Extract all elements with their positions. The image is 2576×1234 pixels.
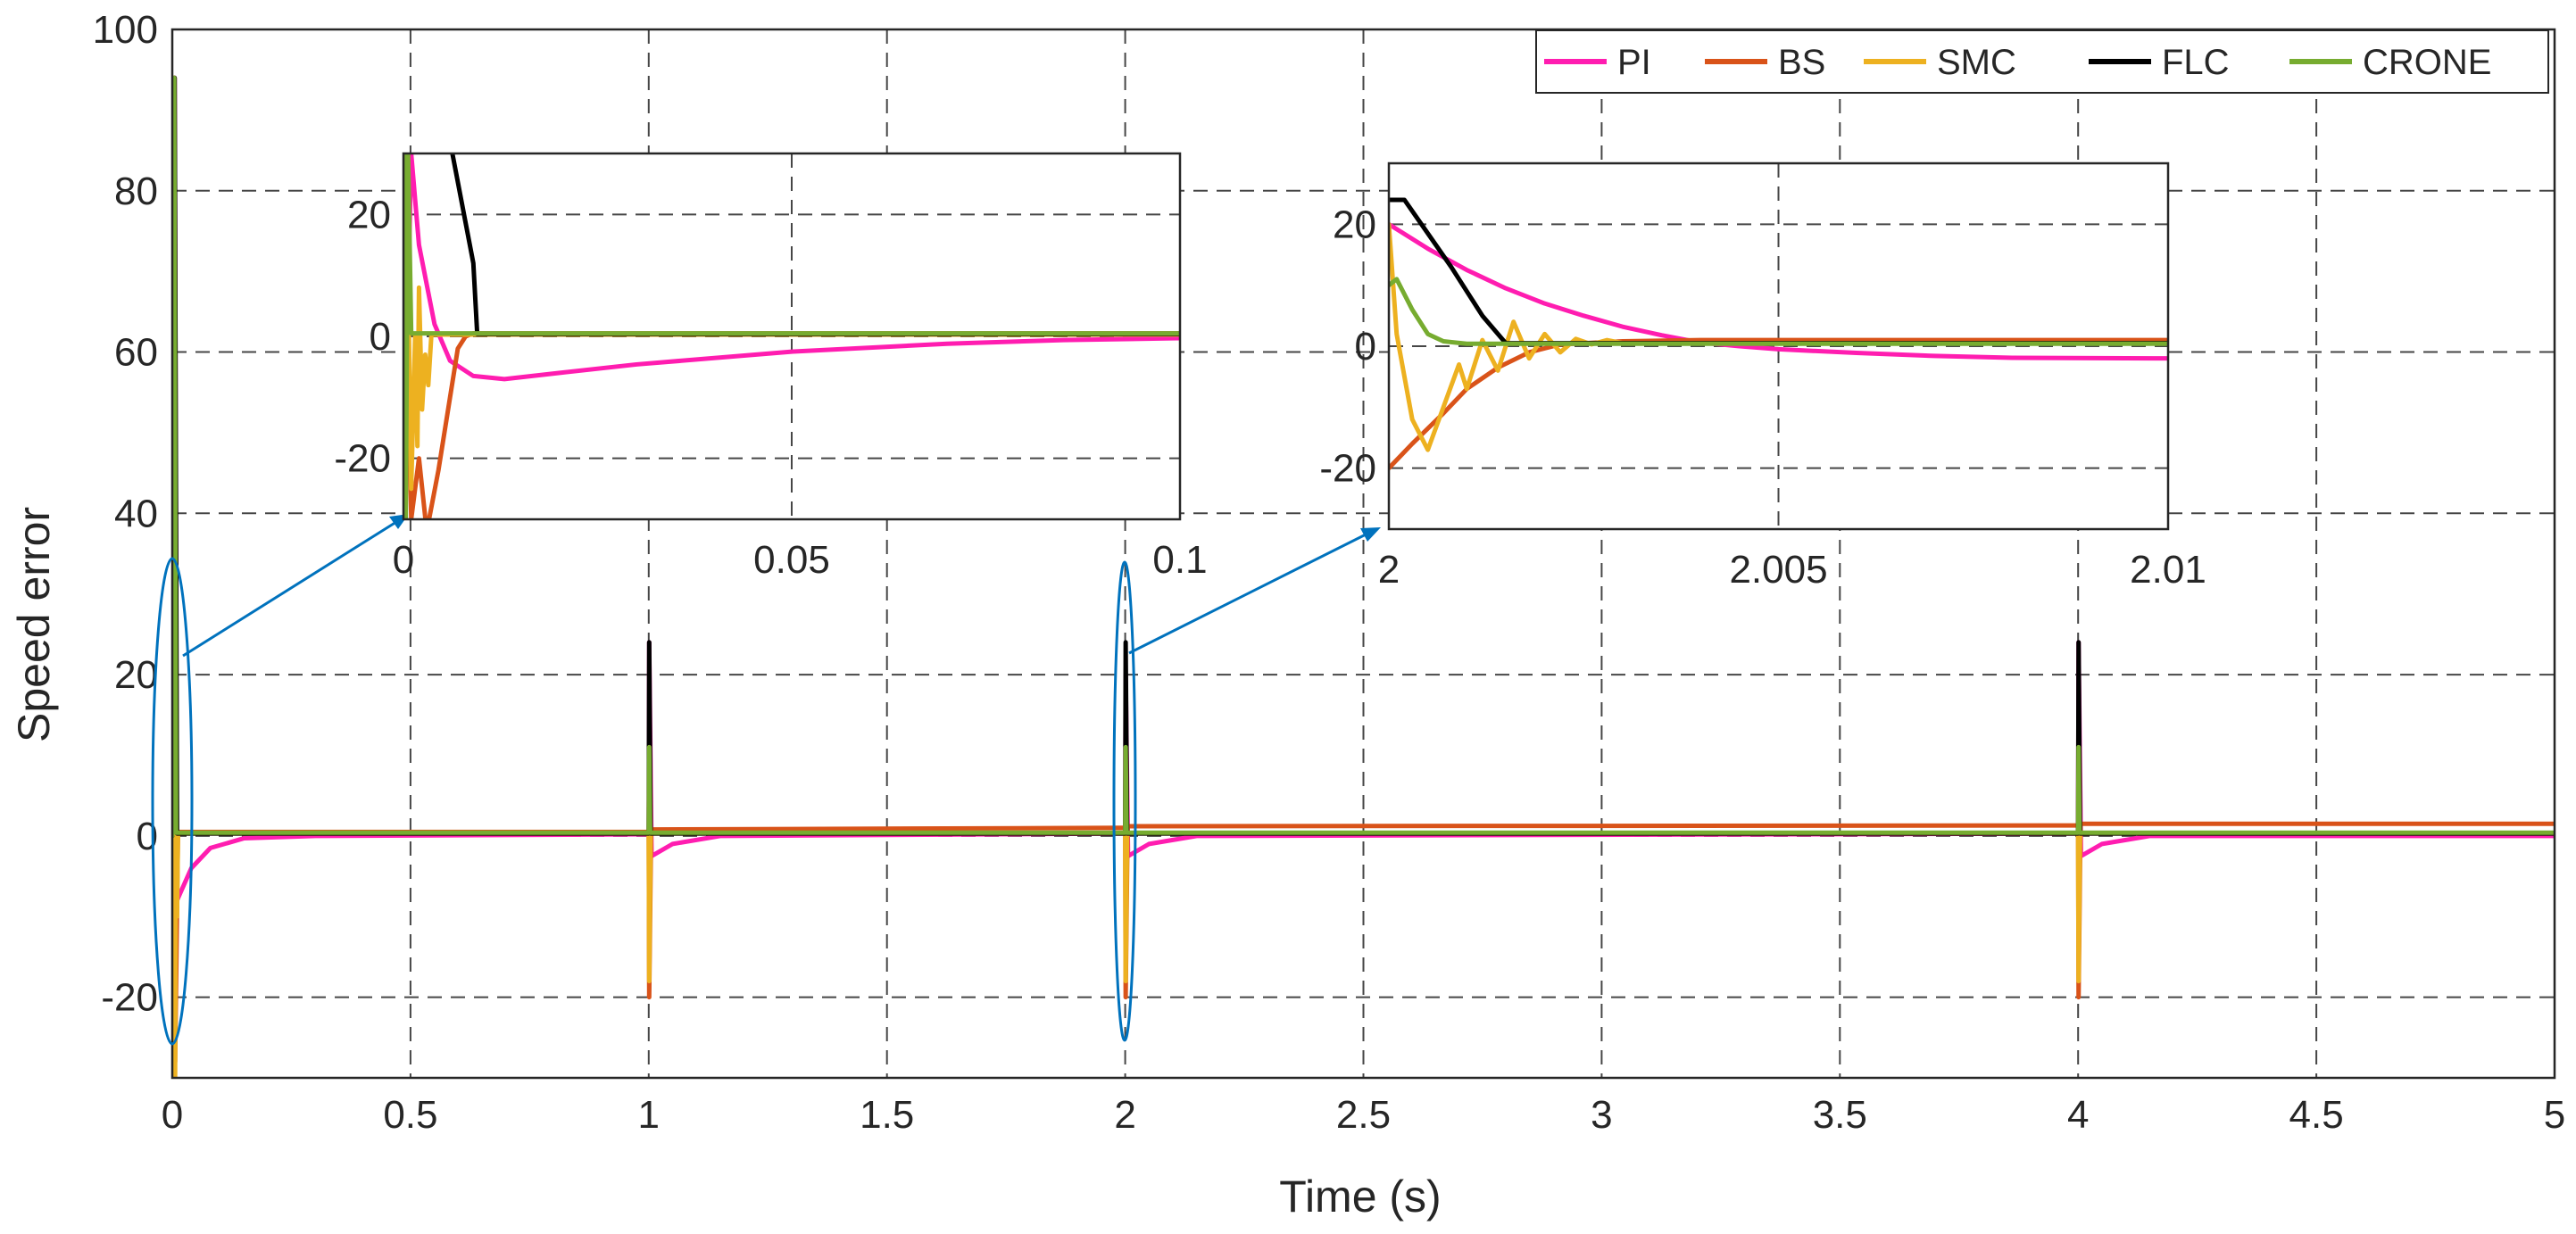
- main-series-smc: [172, 75, 2555, 1078]
- inset-start-frame: [402, 152, 1182, 521]
- inset-2s-y-tick-labels: -20 0 20: [1319, 203, 1376, 490]
- main-x-tick-label-8: 4: [2067, 1093, 2089, 1137]
- main-x-tick-label-5: 2.5: [1336, 1093, 1391, 1137]
- main-x-tick-label-2: 1: [638, 1093, 660, 1137]
- zoom-annotations: [151, 514, 1381, 1046]
- inset-start-y-tick-label-1: 0: [370, 315, 391, 359]
- inset-2s-series-smc: [1389, 221, 2168, 452]
- inset-2s-series-bs: [1389, 337, 2168, 471]
- y-axis-label: Speed error: [9, 507, 59, 742]
- legend-label-crone: CRONE: [2363, 43, 2491, 82]
- main-series-crone: [172, 75, 2555, 839]
- inset-2s-x-tick-label-1: 2.005: [1729, 548, 1827, 592]
- inset-start-series-pi: [403, 153, 1180, 519]
- inset-start-y-tick-labels: -20 0 20: [334, 193, 391, 480]
- inset-start-x-tick-label-1: 0.05: [753, 538, 830, 582]
- main-y-tick-label-1: 0: [137, 815, 158, 858]
- inset-2s-x-tick-labels: 2 2.005 2.01: [1378, 548, 2206, 592]
- legend-label-pi: PI: [1617, 43, 1651, 82]
- main-x-tick-label-10: 5: [2544, 1093, 2565, 1137]
- main-y-tick-label-5: 80: [114, 170, 158, 213]
- main-y-tick-labels: -20 0 20 40 60 80 100: [93, 8, 158, 1020]
- main-x-tick-label-7: 3.5: [1813, 1093, 1867, 1137]
- zoom-ellipse-start: [151, 557, 194, 1046]
- legend: PI BS SMC FLC CRONE: [1535, 29, 2549, 94]
- zoom-arrow-1: [182, 520, 397, 658]
- inset-axes-start: 0 0.05 0.1 -20 0 20: [334, 152, 1208, 582]
- main-x-tick-label-4: 2: [1114, 1093, 1135, 1137]
- zoom-ellipse-2s: [1112, 560, 1137, 1042]
- inset-2s-y-tick-label-1: 0: [1355, 325, 1376, 369]
- main-series-group: [172, 75, 2555, 1078]
- inset-start-y-tick-label-2: 20: [347, 193, 391, 236]
- main-y-tick-label-4: 60: [114, 331, 158, 375]
- zoom-arrow-2: [1128, 532, 1368, 655]
- inset-start-x-tick-label-2: 0.1: [1152, 538, 1207, 582]
- inset-start-x-tick-label-0: 0: [393, 538, 414, 582]
- main-x-tick-label-0: 0: [162, 1093, 183, 1137]
- main-x-tick-label-3: 1.5: [860, 1093, 914, 1137]
- inset-start-series-crone: [403, 153, 1180, 519]
- main-x-tick-label-9: 4.5: [2289, 1093, 2344, 1137]
- inset-2s-series-pi: [1389, 221, 2168, 361]
- inset-2s-frame: [1387, 161, 2170, 531]
- inset-2s-x-tick-label-0: 2: [1378, 548, 1400, 592]
- inset-axes-2s: 2 2.005 2.01 -20 0 20: [1319, 161, 2206, 592]
- inset-start-series-group: [403, 153, 1180, 519]
- inset-2s-x-tick-label-2: 2.01: [2130, 548, 2206, 592]
- inset-2s-series-group: [1389, 197, 2168, 471]
- main-axes-frame: [170, 28, 2556, 1080]
- main-y-tick-label-0: -20: [101, 976, 158, 1020]
- inset-2s-y-tick-label-2: 20: [1333, 203, 1376, 246]
- inset-start-x-tick-labels: 0 0.05 0.1: [393, 538, 1208, 582]
- inset-2s-y-tick-label-0: -20: [1319, 447, 1376, 491]
- zoom-arrowhead-2: [1360, 527, 1381, 542]
- main-x-tick-labels: 0 0.5 1 1.5 2 2.5 3 3.5 4 4.5 5: [162, 1093, 2565, 1137]
- legend-label-flc: FLC: [2162, 43, 2230, 82]
- main-x-tick-label-6: 3: [1591, 1093, 1612, 1137]
- inset-start-y-tick-label-0: -20: [334, 437, 391, 481]
- main-y-tick-label-3: 40: [114, 492, 158, 535]
- main-x-tick-label-1: 0.5: [383, 1093, 437, 1137]
- legend-items: PI BS SMC FLC CRONE: [1544, 43, 2491, 82]
- x-axis-label: Time (s): [1279, 1172, 1441, 1222]
- main-y-tick-label-6: 100: [93, 8, 158, 52]
- legend-label-smc: SMC: [1937, 43, 2016, 82]
- legend-label-bs: BS: [1778, 43, 1825, 82]
- inset-2s-series-crone: [1389, 277, 2168, 346]
- main-y-tick-label-2: 20: [114, 653, 158, 697]
